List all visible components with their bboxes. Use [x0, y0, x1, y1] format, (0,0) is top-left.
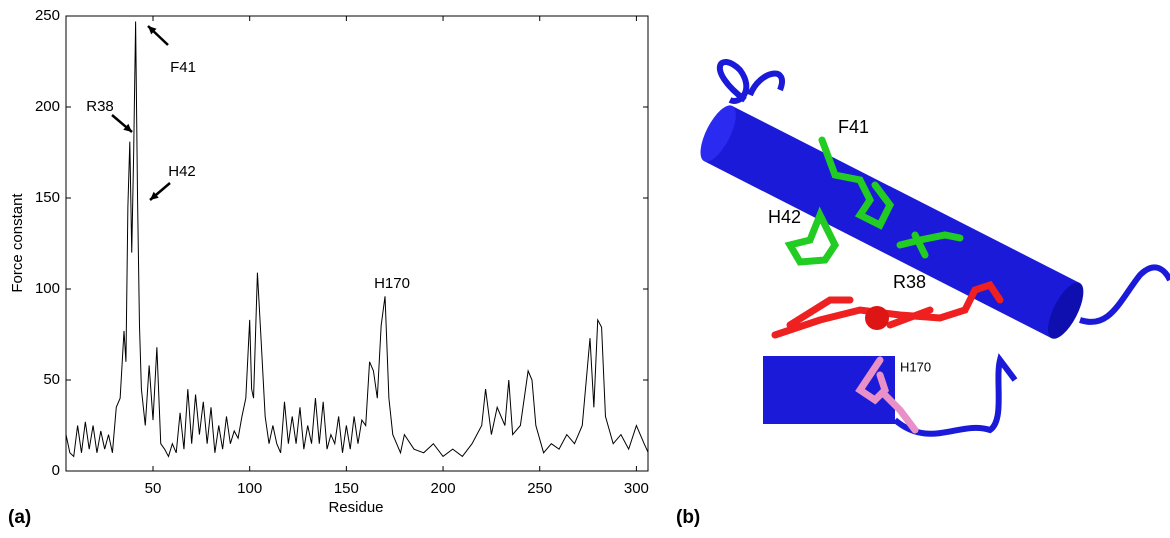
structure-image: F41 H42 R38 H170: [700, 59, 1170, 437]
annotation: F41: [170, 59, 196, 76]
loop: [1079, 264, 1170, 325]
y-tick-label: 0: [52, 462, 60, 479]
x-tick-label: 300: [624, 480, 649, 497]
structure-label: R38: [893, 272, 926, 292]
y-tick-label: 150: [35, 189, 60, 206]
y-tick-label: 50: [43, 371, 60, 388]
ion: [865, 306, 889, 330]
residue-f41: [784, 136, 964, 266]
helix-body: [704, 105, 1080, 339]
panel-label: (b): [676, 507, 700, 528]
structure-label: H42: [768, 207, 801, 227]
x-tick-label: 200: [431, 480, 456, 497]
y-tick-label: 250: [35, 7, 60, 24]
loop: [716, 59, 750, 104]
structure-label: F41: [838, 117, 869, 137]
annotation: H170: [374, 275, 410, 292]
y-axis-label: Force constant: [9, 193, 26, 293]
loop: [747, 70, 785, 97]
x-tick-label: 150: [334, 480, 359, 497]
x-axis-label: Residue: [328, 499, 383, 516]
helix-end: [1048, 282, 1084, 339]
helix: [700, 105, 1084, 339]
helix-end: [700, 105, 736, 162]
data-line: [66, 21, 648, 458]
plot-frame: [65, 15, 649, 472]
panel-label: (a): [8, 507, 31, 528]
y-tick-label: 200: [35, 98, 60, 115]
arrow-head: [123, 123, 132, 132]
annotation: R38: [86, 98, 114, 115]
x-tick-label: 100: [237, 480, 262, 497]
y-tick-label: 100: [35, 280, 60, 297]
arrow-head: [148, 26, 157, 35]
x-tick-label: 50: [145, 480, 162, 497]
x-tick-label: 250: [527, 480, 552, 497]
structure-label: H170: [900, 359, 931, 374]
residue-r38: [771, 280, 1004, 339]
residue-h170: [855, 356, 919, 434]
annotation: H42: [168, 163, 196, 180]
arrow-head: [150, 191, 159, 200]
loop: [893, 353, 1018, 437]
